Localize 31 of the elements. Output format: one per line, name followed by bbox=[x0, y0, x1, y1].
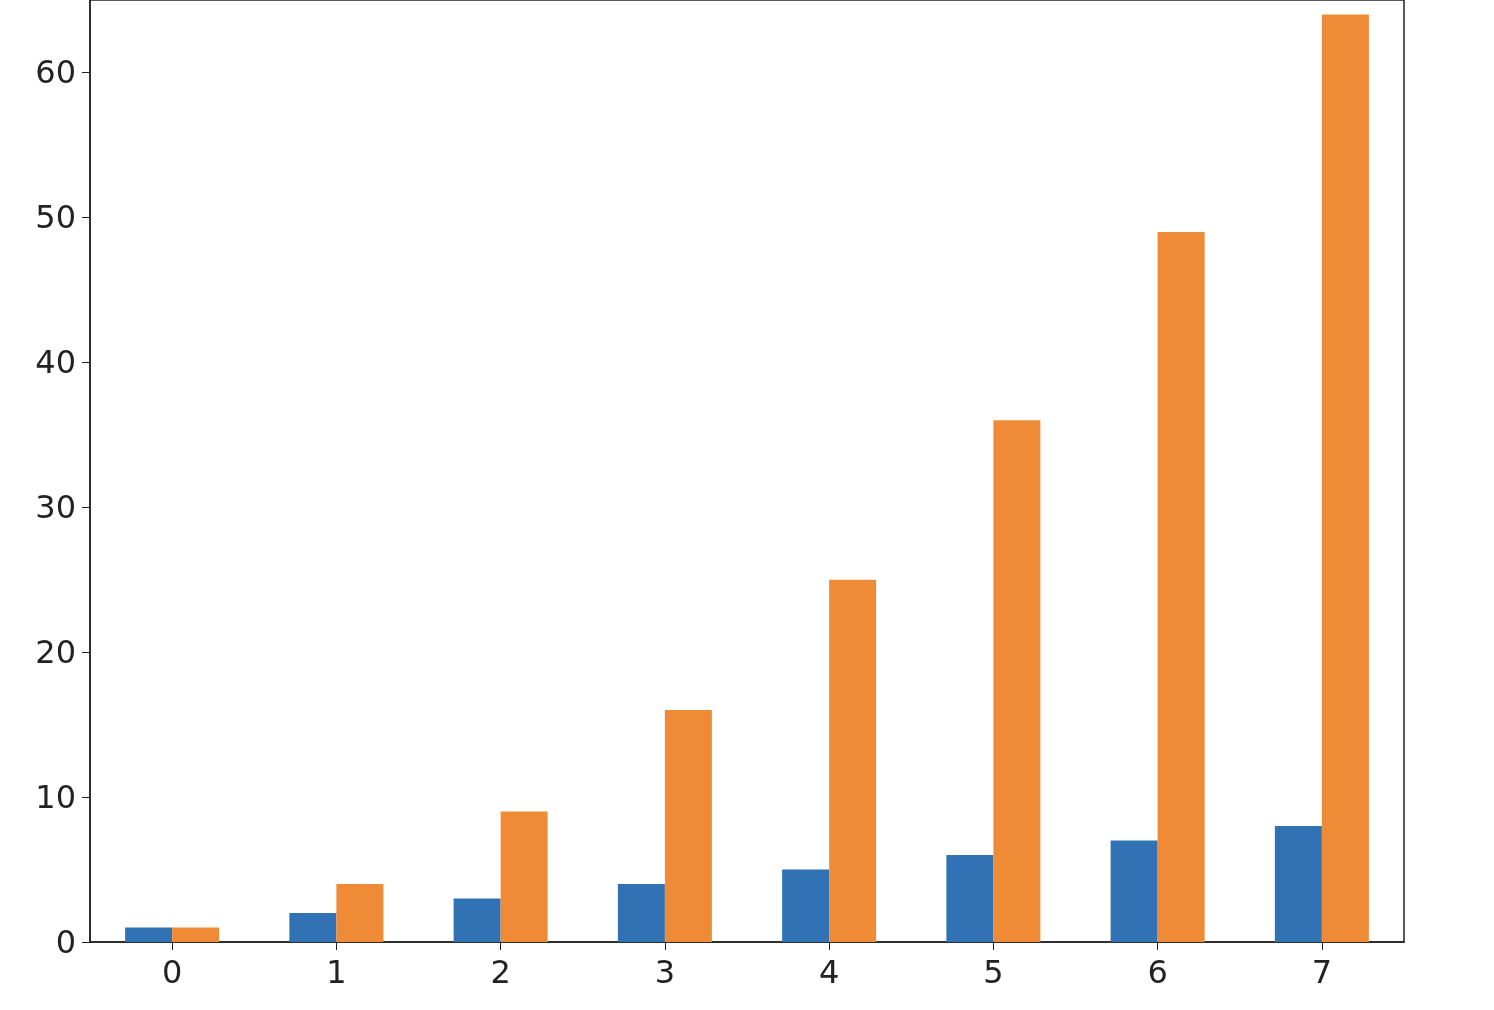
bar bbox=[500, 811, 548, 942]
bar bbox=[782, 869, 830, 942]
bar bbox=[172, 927, 220, 942]
y-tick-label: 20 bbox=[35, 633, 76, 672]
x-tick-label: 3 bbox=[654, 953, 676, 991]
bar bbox=[1274, 826, 1322, 942]
bar bbox=[1110, 840, 1158, 942]
bar bbox=[289, 913, 337, 942]
x-tick-label: 5 bbox=[983, 953, 1004, 991]
x-tick-label: 2 bbox=[490, 953, 511, 991]
bar bbox=[453, 898, 501, 942]
y-tick-label: 10 bbox=[35, 778, 76, 817]
bar bbox=[1157, 231, 1205, 942]
y-tick-label: 60 bbox=[35, 53, 76, 92]
bar bbox=[336, 884, 384, 942]
y-tick-label: 40 bbox=[35, 343, 76, 382]
bar bbox=[946, 855, 994, 942]
y-tick-label: 50 bbox=[35, 198, 76, 237]
bar bbox=[125, 927, 173, 942]
x-tick-label: 0 bbox=[161, 953, 183, 991]
y-tick-label: 30 bbox=[35, 488, 76, 527]
bar bbox=[664, 710, 712, 942]
x-tick-label: 4 bbox=[818, 953, 840, 991]
bar bbox=[617, 884, 665, 942]
y-tick-label: 0 bbox=[55, 923, 76, 961]
bar bbox=[993, 420, 1041, 942]
x-tick-label: 7 bbox=[1311, 953, 1333, 991]
bar bbox=[829, 579, 877, 942]
x-tick-label: 1 bbox=[326, 953, 347, 991]
bar bbox=[1321, 14, 1369, 942]
x-tick-label: 6 bbox=[1147, 953, 1168, 991]
